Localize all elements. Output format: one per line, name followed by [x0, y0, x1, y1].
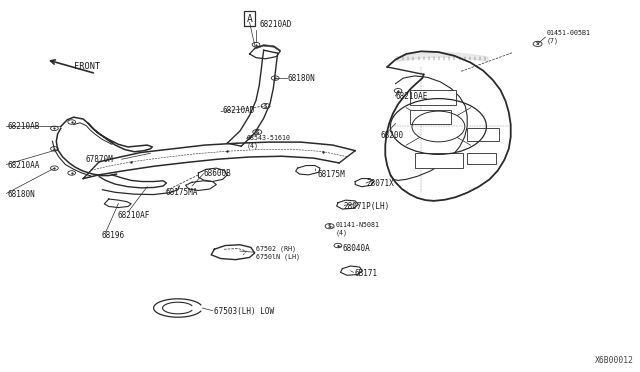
- Bar: [415, 153, 463, 168]
- Bar: [467, 128, 499, 141]
- Text: 67870M: 67870M: [85, 155, 113, 164]
- Text: X6B00012: X6B00012: [595, 356, 634, 365]
- Text: FRONT: FRONT: [74, 62, 100, 71]
- Text: 6B171: 6B171: [355, 269, 378, 278]
- Text: 68210AA: 68210AA: [7, 161, 40, 170]
- Bar: [410, 90, 456, 105]
- Text: 68210AF: 68210AF: [117, 211, 150, 220]
- Text: 01451-005B1
(7): 01451-005B1 (7): [547, 31, 591, 44]
- Text: 68200: 68200: [381, 131, 404, 140]
- Text: 67502 (RH)
6750lN (LH): 67502 (RH) 6750lN (LH): [256, 246, 300, 260]
- Text: A: A: [246, 14, 253, 23]
- Text: 68210AD: 68210AD: [260, 20, 292, 29]
- Text: 68175MA: 68175MA: [165, 188, 198, 197]
- Text: S: S: [255, 129, 259, 135]
- Text: 68040A: 68040A: [342, 244, 370, 253]
- Text: 28071P(LH): 28071P(LH): [343, 202, 389, 211]
- Text: 68180N: 68180N: [288, 74, 316, 83]
- Bar: [410, 110, 451, 124]
- Text: 28071X: 28071X: [366, 179, 394, 188]
- Text: 68175M: 68175M: [317, 170, 345, 179]
- Text: 68210AD: 68210AD: [223, 106, 255, 115]
- Text: 68210AE: 68210AE: [396, 92, 428, 101]
- Text: 67503(LH) LOW: 67503(LH) LOW: [214, 307, 274, 316]
- Text: 01141-N5081
(4): 01141-N5081 (4): [335, 222, 380, 235]
- Text: S: S: [264, 103, 268, 109]
- Text: 08543-51610
(4): 08543-51610 (4): [247, 135, 291, 149]
- Text: S: S: [328, 224, 332, 229]
- Text: 68600B: 68600B: [204, 169, 231, 178]
- Text: 68180N: 68180N: [7, 190, 35, 199]
- Bar: [467, 153, 496, 164]
- Text: 68196: 68196: [101, 231, 124, 240]
- Text: S: S: [536, 41, 540, 46]
- Text: 68210AB: 68210AB: [7, 122, 40, 131]
